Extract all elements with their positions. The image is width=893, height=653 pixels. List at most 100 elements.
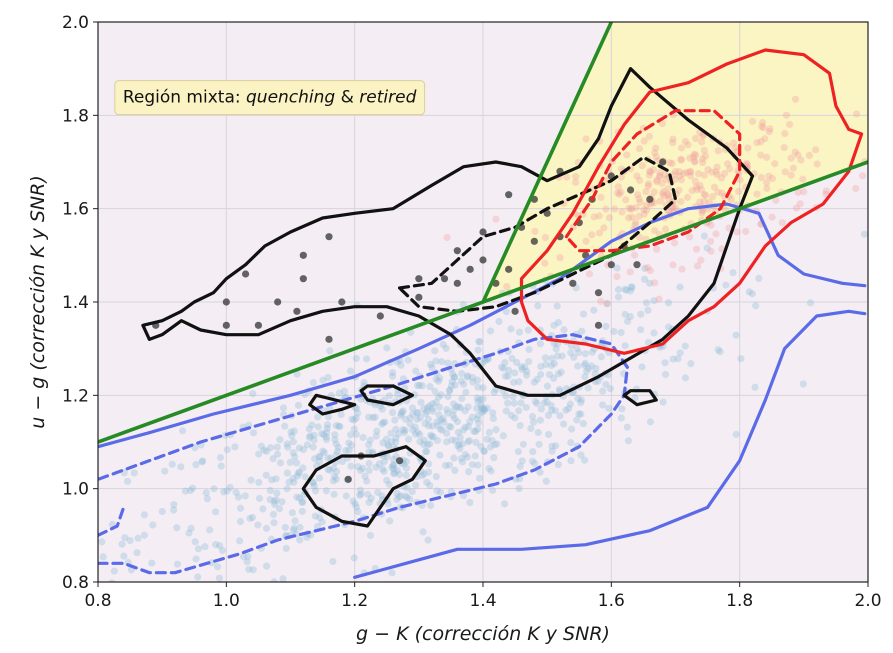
scatter-point (194, 545, 203, 553)
scatter-point (677, 144, 686, 152)
scatter-point (271, 500, 279, 508)
scatter-point (437, 416, 445, 424)
scatter-point (374, 488, 382, 497)
scatter-point (216, 541, 224, 550)
scatter-point (542, 360, 550, 369)
scatter-point (108, 579, 116, 582)
scatter-point (413, 415, 421, 423)
scatter-point (295, 494, 304, 502)
scatter-point (473, 415, 481, 423)
scatter-point (379, 419, 387, 427)
scatter-point (420, 470, 428, 478)
scatter-point (752, 302, 760, 310)
scatter-point (457, 454, 465, 463)
scatter-point (222, 298, 230, 306)
scatter-point (181, 487, 190, 495)
scatter-point (417, 398, 425, 407)
scatter-point (450, 373, 458, 381)
scatter-point (466, 418, 474, 426)
scatter-point (567, 457, 575, 465)
scatter-point (412, 367, 420, 375)
scatter-point (644, 180, 653, 188)
scatter-point (378, 492, 386, 500)
scatter-point (628, 283, 636, 292)
scatter-point (570, 353, 578, 361)
scatter-point (311, 512, 319, 520)
scatter-point (426, 382, 434, 391)
scatter-point (279, 575, 287, 582)
scatter-point (626, 186, 635, 194)
scatter-point (533, 375, 541, 384)
scatter-point (481, 357, 489, 365)
scatter-point (299, 464, 307, 472)
scatter-point (492, 426, 500, 434)
scatter-point (614, 285, 623, 294)
scatter-point (541, 259, 549, 267)
scatter-point (443, 405, 451, 414)
scatter-point (336, 423, 344, 431)
scatter-point (217, 462, 225, 470)
scatter-point (635, 145, 644, 153)
scatter-point (383, 476, 391, 484)
scatter-point (478, 408, 486, 416)
scatter-point (427, 360, 435, 368)
scatter-point (320, 430, 328, 439)
scatter-point (371, 413, 379, 421)
scatter-point (727, 195, 735, 203)
scatter-point (365, 441, 373, 449)
scatter-point (541, 233, 550, 242)
scatter-point (613, 264, 621, 272)
scatter-point (426, 440, 434, 448)
scatter-point (726, 165, 734, 173)
scatter-point (436, 451, 444, 459)
scatter-point (438, 357, 446, 366)
scatter-point (543, 398, 551, 406)
scatter-point (295, 444, 303, 452)
scatter-point (669, 204, 677, 212)
scatter-point (483, 404, 491, 412)
scatter-point (332, 422, 340, 430)
scatter-point (455, 403, 463, 411)
scatter-point (398, 408, 406, 416)
scatter-point (791, 148, 799, 156)
scatter-point (537, 370, 545, 379)
scatter-point (290, 478, 298, 486)
scatter-point (421, 447, 430, 456)
scatter-point (283, 440, 291, 448)
scatter-point (434, 422, 442, 430)
scatter-point (351, 500, 359, 508)
scatter-point (677, 156, 685, 164)
scatter-point (406, 420, 414, 428)
scatter-point (675, 168, 683, 176)
scatter-point (425, 460, 433, 468)
scatter-point (335, 422, 343, 430)
scatter-point (646, 195, 654, 203)
scatter-point (350, 416, 358, 424)
scatter-point (560, 326, 568, 334)
scatter-point (470, 427, 478, 435)
blue-contour-dashed (98, 505, 126, 537)
scatter-point (552, 442, 560, 450)
scatter-point (345, 439, 353, 447)
scatter-point (380, 467, 388, 476)
scatter-point (445, 461, 454, 469)
scatter-point (305, 425, 313, 433)
scatter-point (531, 459, 539, 467)
scatter-point (337, 410, 345, 419)
scatter-point (860, 230, 868, 238)
scatter-point (332, 440, 340, 448)
scatter-point (645, 171, 654, 179)
scatter-point (452, 403, 460, 411)
scatter-point (290, 526, 298, 534)
scatter-point (236, 517, 245, 526)
scatter-point (529, 448, 537, 456)
scatter-point (621, 342, 629, 350)
scatter-point (390, 470, 398, 478)
scatter-point (290, 524, 298, 532)
scatter-point (389, 465, 398, 473)
scatter-point (472, 438, 480, 447)
scatter-point (399, 407, 407, 415)
scatter-point (713, 163, 721, 171)
scatter-point (700, 190, 708, 199)
scatter-point (13, 529, 20, 536)
